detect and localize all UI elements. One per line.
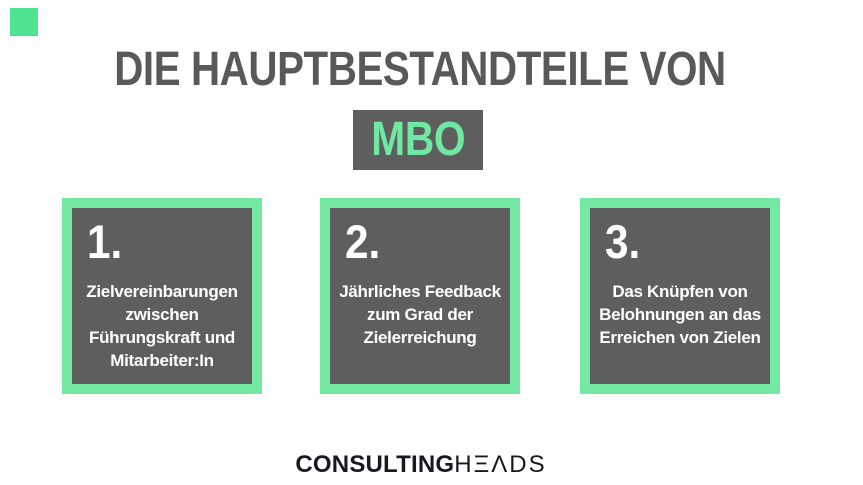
step-number-2: 2. xyxy=(345,215,381,268)
step-box-3-inner: 3. Das Knüpfen von Belohnungen an das Erre… xyxy=(590,208,770,384)
corner-accent-square xyxy=(10,8,38,36)
step-box-2-inner: 2. Jährliches Feedback zum Grad der Zieler… xyxy=(330,208,510,384)
highlight-box-mbo: MBO xyxy=(353,110,483,170)
step-box-1: 1. Zielvereinbarungen zwischen Führungskra… xyxy=(62,198,262,394)
highlight-label: MBO xyxy=(371,113,465,166)
step-text-1: Zielvereinbarungen zwischen Führungskraft … xyxy=(86,282,238,370)
step-number-3: 3. xyxy=(605,215,641,268)
step-box-1-inner: 1. Zielvereinbarungen zwischen Führungskra… xyxy=(72,208,252,384)
step-text-3: Das Knüpfen von Belohnungen an das Erreich… xyxy=(599,282,761,347)
step-box-3: 3. Das Knüpfen von Belohnungen an das Erre… xyxy=(580,198,780,394)
step-number-1: 1. xyxy=(87,215,123,268)
page-title: DIE HAUPTBESTANDTEILE VON xyxy=(0,43,840,97)
step-text-2: Jährliches Feedback zum Grad der Zielerrei… xyxy=(339,282,501,347)
step-box-2: 2. Jährliches Feedback zum Grad der Zieler… xyxy=(320,198,520,394)
brand-logo-consulting: CONSULTING xyxy=(295,451,455,478)
brand-logo: CONSULTINGHΞΛDS xyxy=(0,451,842,480)
brand-logo-heads: HΞΛDS xyxy=(454,451,547,478)
page-title-text: DIE HAUPTBESTANDTEILE VON xyxy=(114,43,726,96)
